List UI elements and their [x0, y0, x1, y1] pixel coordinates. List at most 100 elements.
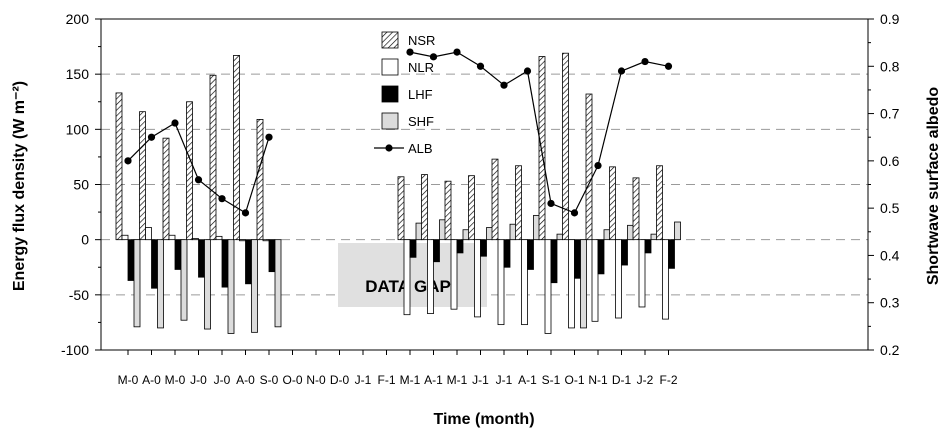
nlr-bar: [591, 239, 599, 322]
y2-tick-label: 0.7: [880, 106, 900, 122]
lhf-bar: [668, 239, 675, 269]
nlr-bar: [168, 234, 176, 241]
nsr-bar: [115, 92, 123, 241]
lhf-bar: [245, 239, 252, 285]
nlr-bar: [145, 227, 152, 241]
x-tick-label: F-1: [378, 373, 396, 387]
nsr-legend-label: NSR: [408, 33, 435, 48]
x-tick-label: O-1: [564, 373, 584, 387]
albedo-line: [124, 48, 673, 217]
lhf-bar: [221, 239, 229, 288]
nsr-bar: [609, 166, 616, 241]
nlr-legend-label: NLR: [408, 60, 434, 75]
shf-legend-swatch: [381, 112, 399, 130]
lhf-bar: [503, 239, 511, 268]
x-tick-label: N-1: [588, 373, 608, 387]
x-tick-label: A-1: [424, 373, 443, 387]
y2-tick-label: 0.6: [880, 153, 900, 169]
y2-axis-title: Shortwave surface albedo: [925, 87, 942, 286]
alb-legend-marker: [385, 144, 393, 152]
albedo-point: [641, 57, 649, 66]
nsr-bar: [421, 174, 428, 241]
y-tick-label: -50: [69, 287, 89, 303]
shf-bar: [603, 229, 611, 241]
albedo-point: [265, 133, 273, 141]
albedo-point: [171, 119, 179, 127]
nlr-bar: [615, 239, 622, 319]
y-tick-label: 0: [81, 232, 89, 248]
albedo-point: [124, 157, 132, 165]
y-tick-label: 50: [73, 177, 89, 193]
nlr-legend-swatch: [381, 58, 399, 76]
nsr-bar: [186, 101, 193, 241]
lhf-bar: [456, 239, 464, 254]
y-tick-label: 200: [66, 11, 90, 27]
axes: 200 150 100 50 0 -50 -100 0.9 0.8 0.7 0.6 0.5 0.4 0.3…: [61, 11, 900, 387]
albedo-point: [664, 62, 673, 70]
shf-bar: [274, 239, 282, 328]
x-tick-label: M-0: [118, 373, 139, 387]
nlr-bar: [192, 238, 199, 241]
nsr-bar: [468, 175, 475, 241]
albedo-point: [406, 48, 414, 56]
lhf-bar: [198, 239, 205, 278]
x-tick-label: S-0: [260, 373, 279, 387]
shf-bar: [227, 239, 235, 334]
albedo-point: [194, 176, 203, 184]
x-tick-label: J-2: [637, 373, 654, 387]
shf-bar: [533, 214, 540, 241]
x-tick-label: O-0: [282, 373, 302, 387]
nlr-bar: [239, 239, 246, 242]
nlr-bar: [427, 239, 434, 314]
nsr-bar: [233, 55, 240, 241]
nsr-bar: [562, 52, 569, 241]
lhf-bar: [174, 239, 182, 270]
y-tick-label: 100: [66, 121, 90, 137]
lhf-bar: [480, 239, 487, 257]
lhf-bar: [151, 239, 158, 289]
nlr-bar: [568, 239, 575, 329]
nsr-bar: [444, 180, 452, 241]
nlr-bar: [403, 239, 411, 316]
nlr-bar: [121, 234, 129, 241]
shf-bar: [509, 223, 517, 241]
shf-bar: [157, 239, 164, 329]
albedo-point: [147, 133, 156, 141]
y-tick-label: -100: [61, 342, 89, 358]
lhf-bar: [127, 239, 135, 281]
shf-bar: [133, 239, 141, 328]
y2-tick-label: 0.2: [880, 342, 900, 358]
nlr-bar: [215, 235, 223, 241]
albedo-point: [523, 67, 532, 75]
x-axis-title: Time (month): [433, 411, 534, 428]
nlr-bar: [474, 239, 481, 318]
x-tick-label: M-1: [400, 373, 421, 387]
nsr-bar: [139, 111, 146, 241]
x-tick-label: A-0: [142, 373, 161, 387]
lhf-bar: [574, 239, 581, 279]
lhf-bar: [409, 239, 417, 258]
x-tick-label: M-1: [447, 373, 468, 387]
nlr-bar: [521, 239, 528, 326]
alb-legend-label: ALB: [408, 141, 433, 156]
x-tick-label: A-1: [518, 373, 537, 387]
shf-bar: [650, 233, 658, 241]
shf-bar: [580, 239, 587, 329]
y2-tick-label: 0.3: [880, 295, 900, 311]
nsr-bar: [397, 176, 405, 241]
nsr-bar: [209, 74, 217, 241]
y2-tick-label: 0.9: [880, 11, 900, 27]
shf-bar: [556, 233, 564, 241]
y2-tick-label: 0.8: [880, 58, 900, 74]
lhf-bar: [268, 239, 276, 273]
lhf-bar: [550, 239, 558, 284]
x-tick-label: A-0: [236, 373, 255, 387]
albedo-line-segment: [409, 51, 669, 214]
lhf-bar: [433, 239, 440, 263]
nsr-bar: [632, 177, 640, 241]
x-tick-label: J-0: [190, 373, 207, 387]
albedo-point: [547, 199, 555, 208]
nsr-legend-swatch: [381, 31, 399, 49]
nsr-bar: [256, 119, 264, 241]
